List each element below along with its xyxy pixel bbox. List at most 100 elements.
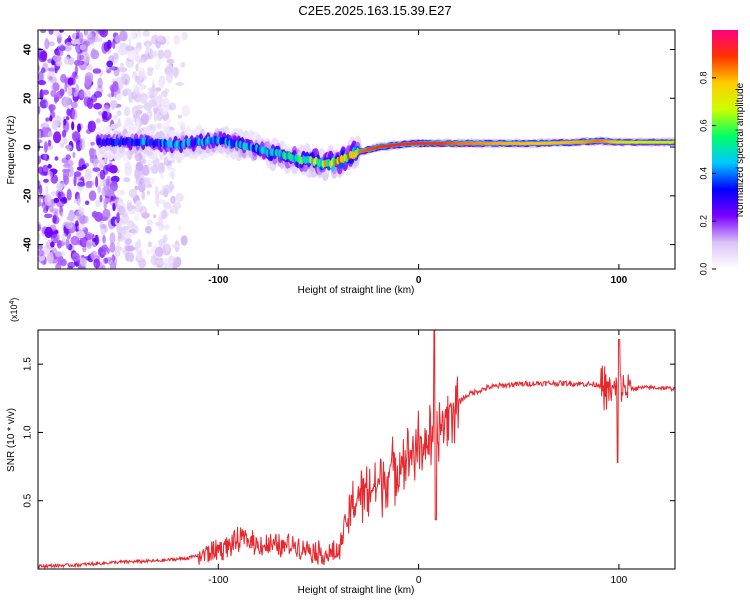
- noise-blob: [84, 215, 89, 224]
- noise-blob: [116, 246, 123, 251]
- noise-blob: [40, 30, 47, 34]
- noise-blob: [137, 30, 141, 38]
- noise-blob: [76, 32, 80, 39]
- noise-blob: [63, 96, 72, 108]
- noise-blob: [52, 82, 60, 92]
- noise-blob: [62, 120, 70, 133]
- noise-blob: [47, 164, 52, 169]
- noise-blob: [66, 116, 70, 121]
- noise-blob: [134, 77, 141, 83]
- noise-blob: [153, 214, 157, 219]
- noise-blob: [172, 257, 180, 264]
- noise-blob: [71, 108, 78, 121]
- noise-blob: [94, 37, 103, 43]
- noise-blob: [135, 174, 140, 182]
- noise-blob: [80, 220, 86, 225]
- noise-blob: [53, 211, 59, 218]
- noise-blob: [93, 102, 102, 110]
- noise-blob: [67, 165, 74, 178]
- noise-blob: [173, 67, 178, 79]
- noise-blob: [38, 105, 41, 115]
- noise-blob: [45, 185, 49, 196]
- noise-blob: [49, 115, 53, 122]
- noise-blob: [80, 257, 87, 267]
- noise-blob: [104, 225, 108, 233]
- noise-blob: [149, 87, 158, 97]
- noise-blob: [135, 117, 140, 127]
- noise-blob: [91, 48, 96, 57]
- snr-ytick-label: 1.0: [23, 425, 34, 439]
- spectrogram-ytick-label: -20: [23, 188, 34, 203]
- noise-blob: [142, 30, 151, 37]
- noise-blob: [145, 226, 152, 234]
- noise-blob: [73, 171, 82, 177]
- snr-marks: [38, 330, 675, 569]
- noise-blob: [65, 145, 71, 150]
- noise-blob: [180, 62, 186, 68]
- noise-blob: [165, 34, 170, 46]
- noise-blob: [163, 224, 170, 231]
- noise-blob: [46, 252, 54, 264]
- noise-blob: [181, 31, 188, 41]
- noise-blob: [71, 130, 81, 141]
- noise-blob: [54, 156, 59, 161]
- noise-blob: [38, 244, 43, 250]
- noise-blob: [53, 55, 62, 63]
- noise-blob: [102, 165, 109, 175]
- noise-blob: [98, 111, 103, 116]
- noise-blob: [181, 105, 191, 117]
- colorbar-tick-label: 0.4: [698, 167, 708, 180]
- noise-blob: [101, 197, 110, 203]
- noise-blob: [48, 104, 56, 112]
- noise-blob: [145, 42, 150, 52]
- noise-blob: [128, 188, 137, 198]
- noise-blob: [136, 55, 141, 65]
- noise-blob: [129, 30, 137, 40]
- noise-blob: [63, 163, 71, 168]
- noise-blob: [38, 166, 44, 174]
- noise-blob: [166, 158, 172, 170]
- noise-blob: [99, 194, 103, 203]
- spectrogram-ytick-label: 0: [23, 144, 34, 150]
- noise-blob: [79, 138, 86, 151]
- noise-blob: [117, 189, 126, 196]
- noise-blob: [109, 66, 118, 71]
- noise-blob: [112, 38, 116, 50]
- noise-blob: [162, 188, 169, 198]
- noise-blob: [110, 180, 118, 187]
- noise-blob: [109, 164, 118, 174]
- noise-blob: [70, 101, 78, 109]
- noise-blob: [157, 77, 164, 90]
- noise-blob: [165, 71, 174, 84]
- spectrogram-ytick-label: -40: [23, 237, 34, 252]
- noise-blob: [127, 252, 135, 263]
- ridge-cell: [671, 140, 675, 144]
- noise-blob: [169, 180, 174, 193]
- noise-blob: [158, 199, 166, 204]
- noise-blob: [146, 219, 154, 226]
- noise-blob: [125, 45, 134, 52]
- noise-blob: [102, 110, 108, 119]
- noise-blob: [142, 177, 151, 188]
- noise-blob: [157, 49, 165, 60]
- noise-blob: [118, 223, 126, 228]
- snr-xtick-label: -100: [208, 575, 228, 586]
- noise-blob: [163, 201, 172, 210]
- noise-blob: [168, 102, 177, 111]
- noise-blob: [116, 212, 120, 224]
- noise-blob: [150, 255, 158, 266]
- noise-blob: [149, 48, 153, 59]
- spectrogram-marks: [38, 30, 675, 269]
- noise-blob: [79, 38, 89, 45]
- colorbar: 0.0 0.2 0.4 0.6 0.8 Normalized spectral ampl…: [698, 30, 746, 275]
- noise-blob: [76, 230, 85, 239]
- spectrogram-xtick-label: -100: [208, 275, 228, 286]
- noise-blob: [110, 123, 119, 130]
- noise-blob: [165, 212, 169, 217]
- noise-blob: [108, 258, 114, 266]
- noise-blob: [94, 234, 99, 246]
- noise-blob: [175, 82, 184, 86]
- noise-blob: [94, 211, 103, 222]
- ridge-cell: [356, 147, 360, 156]
